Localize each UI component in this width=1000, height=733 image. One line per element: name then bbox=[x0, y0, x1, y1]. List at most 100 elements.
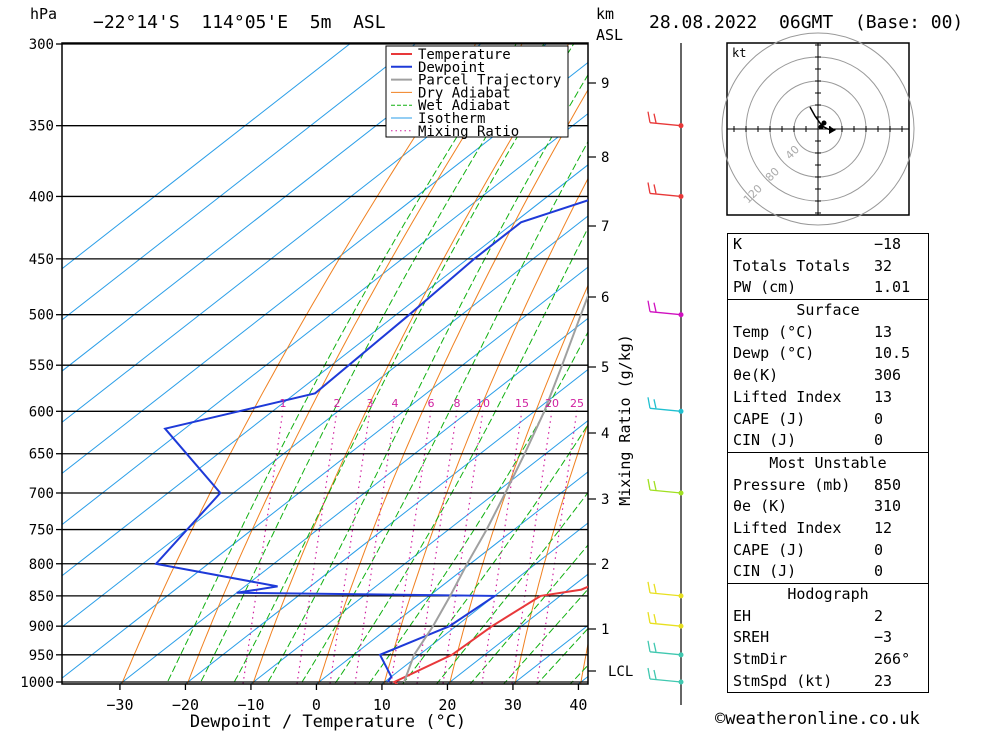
surface-row: Temp (°C) 13 bbox=[728, 322, 928, 344]
index-name: Pressure (mb) bbox=[733, 475, 851, 494]
copyright-link[interactable]: ©weatheronline.co.uk bbox=[715, 709, 920, 729]
index-name: Temp (°C) bbox=[733, 322, 815, 341]
km-tick-label: 7 bbox=[601, 219, 609, 235]
hodo-row: EH 2 bbox=[728, 606, 928, 628]
mixing-ratio-line bbox=[296, 409, 338, 684]
mixing-ratio-line bbox=[354, 409, 396, 684]
index-value: 850 bbox=[874, 475, 902, 494]
pressure-tick-label: 550 bbox=[29, 358, 54, 374]
isotherm-line bbox=[315, 471, 588, 684]
wind-barb-feather bbox=[653, 113, 657, 123]
mixing-ratio-line bbox=[511, 409, 553, 684]
index-value: 13 bbox=[874, 322, 893, 341]
pressure-tick-label: 450 bbox=[29, 252, 54, 268]
index-name: CIN (J) bbox=[733, 562, 797, 581]
datetime-title: 28.08.2022 06GMT (Base: 00) bbox=[649, 12, 964, 33]
wind-barb-staff bbox=[649, 192, 682, 198]
legend-entry: Isotherm bbox=[418, 111, 485, 127]
most-unstable-title: Most Unstable bbox=[769, 453, 887, 472]
mixing-ratio-label: 1 bbox=[280, 397, 287, 410]
hodograph-title: Hodograph bbox=[787, 585, 869, 603]
index-value: 12 bbox=[874, 518, 893, 537]
asl-unit-label: ASL bbox=[596, 26, 624, 44]
stability-block: K −18 Totals Totals 32 PW (cm) 1.01 bbox=[728, 234, 928, 301]
dewpoint-line bbox=[154, 199, 588, 683]
dry-adiabat-line bbox=[973, 7, 1000, 708]
km-unit-label: km bbox=[596, 5, 615, 23]
wet-adiabat-line bbox=[368, 331, 588, 684]
index-name: θe (K) bbox=[733, 497, 788, 516]
pressure-unit-label: hPa bbox=[30, 5, 58, 23]
dry-adiabat-line bbox=[121, 43, 477, 684]
mixing-ratio-label: 3 bbox=[367, 397, 374, 410]
index-name: SREH bbox=[733, 628, 770, 647]
mixing-ratio-line bbox=[329, 409, 371, 684]
wind-barb-feather bbox=[647, 581, 651, 593]
index-name: Totals Totals bbox=[733, 256, 851, 275]
location-title: −22°14'S 114°05'E 5m ASL bbox=[93, 12, 386, 33]
isotherm-line bbox=[184, 368, 588, 684]
temperature-tick-label: −20 bbox=[172, 696, 199, 714]
mixing-ratio-label: 2 bbox=[334, 397, 341, 410]
pressure-tick-label: 300 bbox=[29, 37, 54, 53]
wind-barb bbox=[647, 300, 682, 316]
pressure-tick-label: 850 bbox=[29, 589, 54, 605]
pressure-tick-label: 600 bbox=[29, 404, 54, 420]
wet-adiabat-line bbox=[300, 140, 588, 684]
legend-entry: Temperature bbox=[418, 47, 511, 63]
mu-row: CAPE (J) 0 bbox=[728, 540, 928, 562]
wind-barb-feather bbox=[653, 399, 657, 409]
km-tick-label: 1 bbox=[601, 622, 609, 638]
index-name: CIN (J) bbox=[733, 431, 797, 450]
wind-barb-feather bbox=[653, 669, 657, 680]
wind-barb bbox=[647, 640, 682, 656]
pressure-tick-label: 900 bbox=[29, 619, 54, 635]
legend-box bbox=[385, 45, 569, 138]
surface-row: Dewp (°C) 10.5 bbox=[728, 343, 928, 365]
temperature-tick-label: 30 bbox=[504, 696, 522, 714]
isotherm-line bbox=[62, 164, 588, 577]
km-tick-label: 5 bbox=[601, 360, 609, 376]
wind-barb-staff bbox=[649, 489, 682, 494]
isotherm-line bbox=[62, 43, 418, 321]
mixing-ratio-label: 10 bbox=[476, 397, 490, 410]
index-value: 306 bbox=[874, 366, 902, 385]
index-value: 13 bbox=[874, 387, 893, 406]
surface-row: CAPE (J) 0 bbox=[728, 409, 928, 431]
hodo-row: SREH −3 bbox=[728, 627, 928, 649]
wind-barb-feather bbox=[653, 302, 657, 312]
km-tick-label: 2 bbox=[601, 557, 609, 573]
km-tick-label: 9 bbox=[601, 76, 609, 92]
pressure-tick-label: 500 bbox=[29, 308, 54, 324]
most-unstable-block: Most Unstable Pressure (mb) 850 θe (K) 310… bbox=[728, 453, 928, 584]
isotherm-line bbox=[381, 522, 588, 684]
wet-adiabat-line bbox=[402, 423, 588, 684]
hodo-row: StmDir 266° bbox=[728, 649, 928, 671]
parcel-trajectory-line bbox=[403, 292, 588, 683]
index-value: 310 bbox=[874, 497, 902, 516]
wind-barb bbox=[647, 667, 682, 683]
wind-barb-feather bbox=[647, 478, 651, 491]
index-value: 0 bbox=[874, 409, 884, 428]
index-value: 0 bbox=[874, 562, 884, 581]
x-axis-label: Dewpoint / Temperature (°C) bbox=[190, 712, 466, 732]
isotherm-line bbox=[250, 420, 588, 684]
index-value: −18 bbox=[874, 235, 902, 253]
y-axis-label: Mixing Ratio (g/kg) bbox=[616, 334, 634, 506]
legend-entry: Dry Adiabat bbox=[418, 85, 511, 101]
wind-barb-staff bbox=[649, 311, 682, 316]
pressure-tick-label: 700 bbox=[29, 486, 54, 502]
km-tick-label: 4 bbox=[601, 426, 609, 442]
index-name: StmSpd (kt) bbox=[733, 671, 833, 690]
isotherm-line bbox=[62, 43, 483, 372]
hodo-row: StmSpd (kt) 23 bbox=[728, 671, 928, 693]
temperature-tick-label: 10 bbox=[373, 696, 391, 714]
wind-barb bbox=[647, 581, 682, 597]
index-value: 23 bbox=[874, 671, 893, 690]
mixing-ratio-label: 15 bbox=[515, 397, 529, 410]
wind-barb-feather bbox=[647, 111, 651, 123]
surface-block: Surface Temp (°C) 13 Dewp (°C) 10.5 θe(K) 3… bbox=[728, 300, 928, 453]
pw-row: PW (cm) 1.01 bbox=[728, 277, 928, 299]
legend-entry: Mixing Ratio bbox=[418, 124, 519, 140]
